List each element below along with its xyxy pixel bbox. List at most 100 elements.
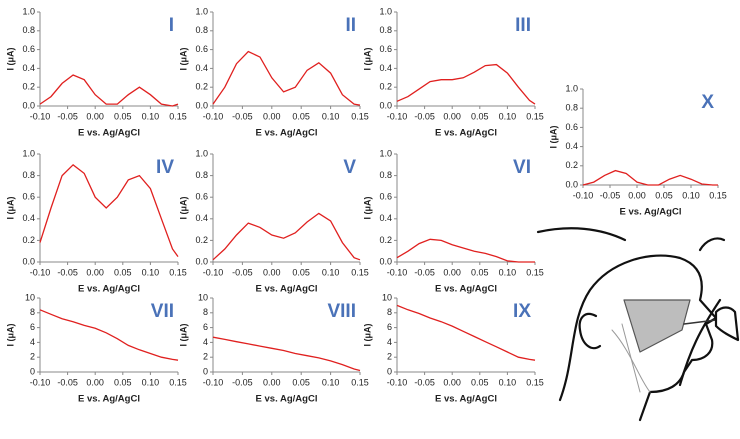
x-tick-label: 0.15 <box>526 267 544 277</box>
x-tick-label: 0.10 <box>322 377 340 387</box>
x-tick-label: 0.10 <box>682 190 700 200</box>
x-tick-label: -0.05 <box>232 111 253 121</box>
x-tick-label: 0.10 <box>142 111 160 121</box>
x-tick-label: 0.05 <box>114 267 132 277</box>
x-tick-label: -0.10 <box>387 111 408 121</box>
y-tick-label: 0.0 <box>379 256 392 266</box>
y-tick-label: 0.6 <box>22 192 35 202</box>
x-tick-label: 0.05 <box>292 111 310 121</box>
x-tick-label: 0.15 <box>351 267 369 277</box>
panel-label: V <box>343 157 356 178</box>
x-tick-label: 0.15 <box>709 190 727 200</box>
x-tick-label: -0.05 <box>414 111 435 121</box>
data-line <box>212 212 361 261</box>
panel-label: III <box>515 15 531 36</box>
y-tick-label: 1.0 <box>22 148 35 158</box>
y-tick-label: 2 <box>387 352 392 362</box>
x-tick-label: 0.00 <box>443 377 461 387</box>
y-tick-label: 0.0 <box>379 100 392 110</box>
x-tick-label: -0.10 <box>30 377 51 387</box>
y-tick-label: 0.0 <box>565 179 578 189</box>
x-axis-label: E vs. Ag/AgCl <box>435 128 497 139</box>
x-tick-label: -0.10 <box>30 267 51 277</box>
data-line <box>396 304 536 361</box>
y-axis-label: I (μA) <box>548 125 558 148</box>
x-tick-label: 0.00 <box>443 267 461 277</box>
x-axis-label: E vs. Ag/AgCl <box>435 394 497 405</box>
chart-panel: 0.0 0.2 0.4 0.6 0.8 1.0 -0.10 -0.05 0.00 0.05 0.10… <box>178 148 368 294</box>
x-tick-label: -0.10 <box>573 190 594 200</box>
y-tick-label: 0.8 <box>195 25 208 35</box>
x-tick-label: 0.00 <box>263 377 281 387</box>
chart-panel: 0.0 0.2 0.4 0.6 0.8 1.0 -0.10 -0.05 0.00 0.05 0.10… <box>5 148 186 294</box>
swab-illustration <box>536 227 740 422</box>
y-tick-label: 0.2 <box>22 235 35 245</box>
y-tick-label: 1.0 <box>565 83 578 93</box>
y-tick-label: 0.4 <box>195 213 208 223</box>
x-tick-label: 0.00 <box>86 267 104 277</box>
y-axis-label: I (μA) <box>178 196 188 219</box>
x-tick-label: 0.15 <box>351 377 369 387</box>
x-tick-label: -0.10 <box>203 267 224 277</box>
y-tick-label: 6 <box>203 322 208 332</box>
x-tick-label: 0.05 <box>471 267 489 277</box>
panel-label: IV <box>156 157 174 178</box>
data-line <box>212 50 361 106</box>
panel-label: VI <box>513 157 531 178</box>
x-tick-label: 0.00 <box>628 190 646 200</box>
y-axis-label: I (μA) <box>5 47 15 70</box>
y-tick-label: 0.8 <box>565 103 578 113</box>
x-tick-label: 0.05 <box>292 267 310 277</box>
y-tick-label: 10 <box>25 292 35 302</box>
x-axis-label: E vs. Ag/AgCl <box>256 394 318 405</box>
x-tick-label: -0.05 <box>232 267 253 277</box>
x-axis-label: E vs. Ag/AgCl <box>78 128 140 139</box>
x-tick-label: 0.15 <box>351 111 369 121</box>
y-tick-label: 4 <box>387 337 392 347</box>
x-tick-label: 0.00 <box>86 111 104 121</box>
x-axis-label: E vs. Ag/AgCl <box>620 207 682 218</box>
y-tick-label: 0 <box>387 366 392 376</box>
y-tick-label: 0.4 <box>379 213 392 223</box>
x-tick-label: -0.05 <box>232 377 253 387</box>
x-tick-label: -0.05 <box>57 267 78 277</box>
x-tick-label: 0.10 <box>499 377 517 387</box>
y-tick-label: 0.4 <box>22 213 35 223</box>
y-tick-label: 0.6 <box>195 192 208 202</box>
data-line <box>39 163 179 257</box>
y-axis-label: I (μA) <box>362 196 372 219</box>
x-tick-label: 0.05 <box>471 111 489 121</box>
y-tick-label: 4 <box>203 337 208 347</box>
x-tick-label: -0.10 <box>203 377 224 387</box>
x-tick-label: -0.05 <box>57 111 78 121</box>
y-axis-label: I (μA) <box>178 323 188 346</box>
x-tick-label: 0.05 <box>471 377 489 387</box>
x-tick-label: -0.05 <box>414 267 435 277</box>
y-tick-label: 0.0 <box>195 100 208 110</box>
y-tick-label: 0.8 <box>379 170 392 180</box>
y-tick-label: 0.6 <box>565 122 578 132</box>
y-axis-label: I (μA) <box>362 323 372 346</box>
y-tick-label: 0.0 <box>22 256 35 266</box>
y-tick-label: 6 <box>30 322 35 332</box>
y-tick-label: 0.4 <box>565 141 578 151</box>
x-tick-label: 0.05 <box>114 111 132 121</box>
x-tick-label: -0.05 <box>600 190 621 200</box>
y-tick-label: 0.6 <box>379 192 392 202</box>
x-tick-label: 0.15 <box>526 111 544 121</box>
x-tick-label: 0.10 <box>142 267 160 277</box>
x-tick-label: 0.15 <box>169 377 187 387</box>
chart-panel: 0.0 0.2 0.4 0.6 0.8 1.0 -0.10 -0.05 0.00 0.05 0.10… <box>362 6 543 138</box>
y-tick-label: 0.0 <box>195 256 208 266</box>
x-tick-label: 0.10 <box>499 267 517 277</box>
y-tick-label: 1.0 <box>379 148 392 158</box>
chart-panel: 0 2 4 6 8 10 -0.10 -0.05 0.00 0.05 0.10 0.15 E vs. A… <box>362 292 543 404</box>
y-tick-label: 0.6 <box>22 44 35 54</box>
x-tick-label: 0.05 <box>655 190 673 200</box>
y-tick-label: 0.6 <box>379 44 392 54</box>
x-tick-label: 0.00 <box>86 377 104 387</box>
x-tick-label: 0.10 <box>322 267 340 277</box>
chart-panel: 0 2 4 6 8 10 -0.10 -0.05 0.00 0.05 0.10 0.15 E vs. A… <box>178 292 368 404</box>
data-line <box>396 238 535 263</box>
